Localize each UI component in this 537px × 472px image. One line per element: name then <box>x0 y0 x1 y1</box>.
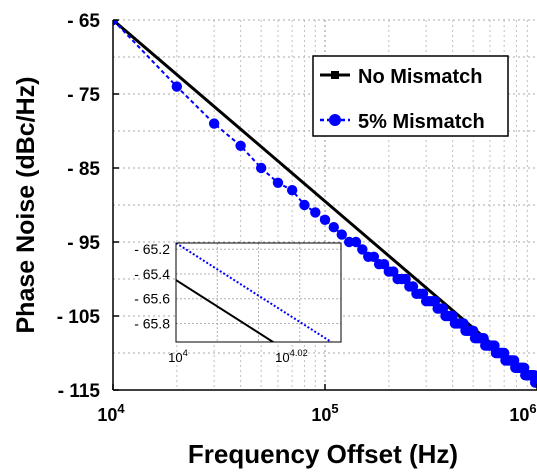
series-line-inset-0 <box>176 279 275 342</box>
data-point <box>272 177 284 188</box>
data-point <box>235 140 246 151</box>
data-point <box>378 259 390 270</box>
x-tick-label-exp: 5 <box>331 401 338 416</box>
legend-marker-5pct-mismatch <box>329 114 341 126</box>
data-point <box>357 244 368 255</box>
inset-series <box>176 243 334 342</box>
data-point <box>171 81 183 92</box>
y-tick-label: - 95 <box>67 233 100 254</box>
x-tick-label: 106 <box>509 401 536 425</box>
y-tick-label: - 65 <box>67 11 100 32</box>
legend: No Mismatch 5% Mismatch <box>312 55 509 137</box>
data-point <box>286 185 298 196</box>
x-tick-label-base: 10 <box>311 405 331 425</box>
data-point <box>310 207 321 218</box>
inset-y-tick-label: - 65.8 <box>134 315 170 331</box>
y-axis-title: Phase Noise (dBc/Hz) <box>12 76 40 333</box>
x-tick-label: 104 <box>97 401 125 425</box>
y-tick-labels: - 65 - 75 - 85 - 95 - 105 - 115 <box>57 11 119 402</box>
data-point <box>255 162 267 174</box>
x-tick-label-base: 10 <box>97 405 117 425</box>
legend-box <box>312 55 509 137</box>
inset-y-tick-label: - 65.6 <box>134 291 170 307</box>
inset-y-tick-label: - 65.4 <box>134 266 170 282</box>
data-point <box>328 222 339 233</box>
y-tick-label: - 75 <box>67 85 100 106</box>
inset-x-tick-labels: 104 104.02 <box>168 348 308 365</box>
inset-y-tick-labels: - 65.2 - 65.4 - 65.6 - 65.8 <box>134 241 170 331</box>
data-point <box>531 377 537 388</box>
data-point <box>368 251 380 262</box>
data-point <box>319 214 331 225</box>
x-tick-label: 105 <box>311 401 338 425</box>
legend-label-5pct-mismatch: 5% Mismatch <box>358 111 485 133</box>
x-tick-label-exp: 4 <box>117 401 125 416</box>
series-line-inset-1 <box>176 243 334 342</box>
legend-label-no-mismatch: No Mismatch <box>358 66 482 88</box>
inset-x-tick-label: 104.02 <box>275 348 308 365</box>
x-tick-label-exp: 6 <box>529 401 536 416</box>
inset-x-tick-label-exp: 4.02 <box>290 348 308 358</box>
x-axis-title: Frequency Offset (Hz) <box>188 439 458 469</box>
inset-chart: - 65.2- 65.4- 65.6- 65.8 104 104.02 <box>134 241 342 365</box>
y-tick-label: - 115 <box>58 381 101 402</box>
main-series <box>113 20 537 388</box>
inset-x-tick-label: 104 <box>168 348 188 365</box>
inset-grid <box>176 243 341 342</box>
y-tick-label: - 85 <box>67 159 100 180</box>
y-tick-label: - 105 <box>57 307 101 328</box>
x-tick-labels: 104 105 106 <box>97 384 537 425</box>
data-point <box>350 236 362 248</box>
data-point <box>336 229 347 240</box>
x-tick-label-base: 10 <box>509 405 529 425</box>
data-point <box>299 199 310 211</box>
inset-y-tick-label: - 65.2 <box>134 241 170 257</box>
inset-x-tick-label-base: 10 <box>168 350 182 365</box>
inset-x-tick-label-base: 10 <box>275 350 289 365</box>
legend-marker-no-mismatch <box>331 71 339 79</box>
data-point <box>113 20 119 26</box>
data-point <box>208 118 220 129</box>
inset-x-tick-label-exp: 4 <box>183 348 188 358</box>
